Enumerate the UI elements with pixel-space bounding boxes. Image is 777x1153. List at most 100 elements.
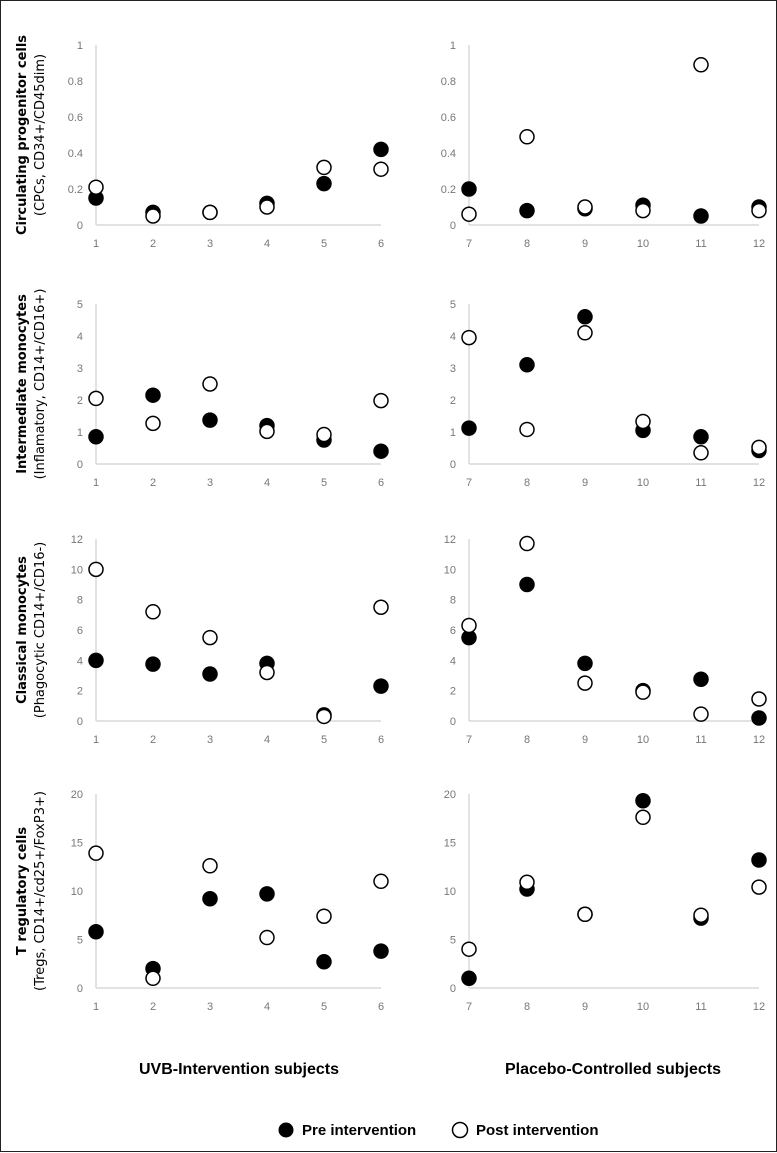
post-point <box>259 664 275 681</box>
x-tick-label: 9 <box>582 477 588 489</box>
x-tick-label: 5 <box>321 238 327 250</box>
post-point <box>202 858 218 874</box>
y-tick-label: 6 <box>450 625 456 637</box>
x-tick-label: 2 <box>150 1001 156 1013</box>
y-tick-label: 0.2 <box>68 184 83 196</box>
y-tick-label: 2 <box>77 686 83 698</box>
post-point <box>751 691 767 707</box>
y-tick-label: 0.6 <box>441 112 456 124</box>
post-point <box>519 129 535 145</box>
y-tick-label: 1 <box>77 40 83 52</box>
row-label-title: T regulatory cells <box>15 827 30 955</box>
row-label-title: Circulating progenitor cells <box>15 35 30 235</box>
y-tick-label: 2 <box>450 686 456 698</box>
x-tick-label: 8 <box>524 734 530 746</box>
x-tick-label: 9 <box>582 1001 588 1013</box>
x-tick-label: 8 <box>524 1001 530 1013</box>
y-tick-label: 3 <box>450 363 456 375</box>
x-tick-label: 3 <box>207 734 213 746</box>
y-tick-label: 5 <box>450 299 456 311</box>
pre-point <box>577 309 593 325</box>
pre-point <box>202 666 218 682</box>
post-point <box>635 809 651 826</box>
x-tick-label: 2 <box>150 734 156 746</box>
y-tick-label: 1 <box>450 427 456 439</box>
x-tick-label: 1 <box>93 734 99 746</box>
legend-post-label: Post intervention <box>476 1122 599 1139</box>
legend-pre-label: Pre intervention <box>302 1122 416 1139</box>
post-point <box>693 57 709 73</box>
pre-point <box>202 412 218 428</box>
y-tick-label: 12 <box>444 534 456 546</box>
row-label-subtitle: (CPCs, CD34+/CD45dim) <box>33 54 48 216</box>
pre-point <box>145 656 161 672</box>
post-point <box>316 159 332 176</box>
y-tick-label: 0.8 <box>441 76 456 88</box>
pre-point <box>373 678 389 694</box>
x-tick-label: 5 <box>321 477 327 489</box>
post-point <box>461 329 477 346</box>
y-tick-label: 0.8 <box>68 76 83 88</box>
x-tick-label: 3 <box>207 477 213 489</box>
pre-point <box>461 181 477 197</box>
pre-point <box>373 943 389 959</box>
y-tick-label: 0 <box>450 220 456 232</box>
post-point <box>373 161 389 177</box>
x-tick-label: 5 <box>321 734 327 746</box>
x-tick-label: 1 <box>93 1001 99 1013</box>
x-tick-label: 11 <box>695 477 706 489</box>
x-tick-label: 4 <box>264 734 270 746</box>
row-label-subtitle: (Phagocytic CD14+/CD16-) <box>33 542 48 718</box>
y-tick-label: 4 <box>450 331 456 343</box>
post-point <box>577 675 593 691</box>
post-point <box>635 684 651 700</box>
pre-point <box>693 208 709 224</box>
post-point <box>88 561 104 578</box>
post-point <box>635 413 651 430</box>
y-tick-label: 0 <box>77 220 83 232</box>
pre-point <box>88 429 104 445</box>
post-point <box>693 907 709 923</box>
x-tick-label: 6 <box>378 734 384 746</box>
x-tick-label: 9 <box>582 734 588 746</box>
y-tick-label: 1 <box>77 427 83 439</box>
pre-point <box>577 655 593 672</box>
post-point <box>519 874 535 891</box>
post-point <box>145 415 161 432</box>
panel-1: 0 0.2 0.4 0.6 0.8 1 1 2 3 4 5 6 Circulating progenit… <box>15 35 389 250</box>
x-tick-label: 1 <box>93 477 99 489</box>
pre-point <box>519 576 535 593</box>
pre-point <box>751 852 767 868</box>
y-tick-label: 5 <box>77 935 83 947</box>
panel-2: 0 0.2 0.4 0.6 0.8 1 7 8 9 10 11 12 <box>441 40 767 250</box>
y-tick-label: 15 <box>71 838 83 850</box>
post-point <box>693 445 709 461</box>
post-point <box>519 535 535 552</box>
group-label-left: UVB-Intervention subjects <box>139 1061 339 1078</box>
legend-post-marker <box>451 1121 469 1139</box>
post-point <box>316 708 332 725</box>
x-tick-label: 6 <box>378 477 384 489</box>
x-tick-label: 2 <box>150 238 156 250</box>
post-point <box>751 202 767 219</box>
pre-point <box>88 652 104 669</box>
pre-point <box>316 175 332 192</box>
y-tick-label: 8 <box>77 595 83 607</box>
pre-point <box>461 420 477 436</box>
post-point <box>259 199 275 215</box>
y-tick-label: 20 <box>71 789 83 801</box>
row-label-title: Intermediate monocytes <box>15 294 30 474</box>
post-point <box>316 426 332 443</box>
y-tick-label: 10 <box>444 886 456 898</box>
post-point <box>316 908 332 924</box>
x-tick-label: 1 <box>93 238 99 250</box>
x-tick-label: 11 <box>695 1001 706 1013</box>
y-tick-label: 3 <box>77 363 83 375</box>
post-point <box>461 206 477 222</box>
y-tick-label: 2 <box>77 395 83 407</box>
x-tick-label: 7 <box>466 477 472 489</box>
post-point <box>373 599 389 615</box>
post-point <box>373 392 389 409</box>
